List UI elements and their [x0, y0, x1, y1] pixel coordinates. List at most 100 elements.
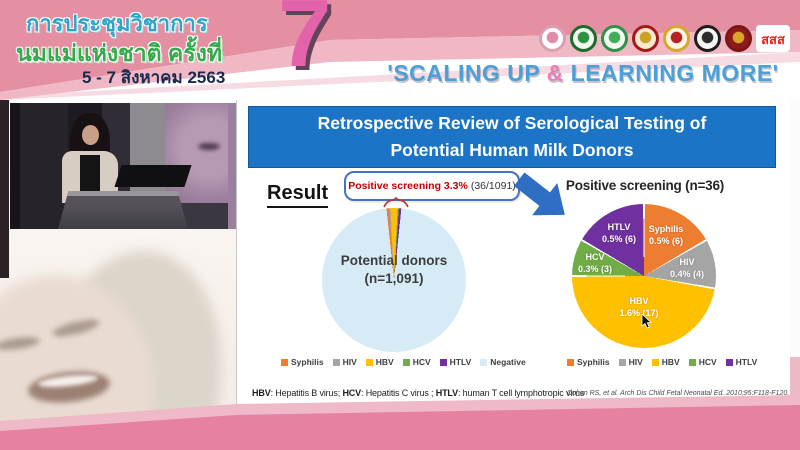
conference-title-line1: การประชุมวิชาการ	[26, 11, 208, 36]
legend-label: Syphilis	[291, 357, 324, 367]
right-pie-legend: Syphilis HIV HBV HCV HTLV	[567, 357, 757, 367]
transition-arrow-icon	[513, 172, 565, 216]
edition-number: 7	[278, 0, 332, 87]
legend-item: HIV	[618, 357, 643, 367]
left-pie-legend: Syphilis HIV HBV HCV HTLV Negative	[281, 357, 526, 367]
organizer-logo-icon	[725, 25, 752, 52]
footnote-text: : human T cell lymphotropic virus	[457, 388, 585, 398]
legend-label: HBV	[375, 357, 394, 367]
abbreviation-footnote: HBV: Hepatitis B virus; HCV: Hepatitis C…	[252, 388, 584, 398]
legend-swatch	[281, 358, 288, 366]
callout-pointer-bracket	[383, 197, 409, 208]
slice-label-syphilis: Syphilis 0.5% (6)	[634, 224, 698, 247]
callout-highlight: Positive screening 3.3%	[348, 180, 468, 192]
organizer-logo-icon	[570, 25, 597, 52]
legend-item: Negative	[480, 357, 526, 367]
footnote-text: : Hepatitis B virus;	[270, 388, 343, 398]
podium	[58, 191, 188, 229]
speaker-face	[82, 125, 99, 145]
organizer-logo-icon	[601, 25, 628, 52]
footnote-abbr: HTLV	[435, 388, 458, 398]
legend-item: HCV	[402, 357, 431, 367]
organizer-logo-icon	[632, 25, 659, 52]
legend-item: Syphilis	[567, 357, 610, 367]
conference-header-banner: การประชุมวิชาการ นมแม่แห่งชาติ ครั้งที่ …	[0, 0, 800, 100]
mouse-cursor-icon	[641, 314, 652, 329]
conference-slogan: 'SCALING UP & LEARNING MORE'	[368, 60, 798, 87]
speaker-video-feed	[10, 103, 228, 229]
legend-swatch	[725, 358, 733, 366]
slice-value-text: 1.6% (17)	[619, 307, 659, 318]
slogan-ampersand: &	[546, 60, 564, 86]
positive-screening-callout: Positive screening 3.3% (36/1091)	[344, 171, 520, 201]
left-pie-label-line2: (n=1,091)	[364, 271, 424, 287]
legend-swatch	[480, 358, 488, 366]
legend-item: HIV	[332, 357, 357, 367]
slice-label-htlv: HTLV 0.5% (6)	[587, 222, 651, 245]
slice-label-text: HBV	[629, 296, 649, 306]
slice-label-hcv: HCV 0.3% (3)	[563, 252, 627, 275]
header-background	[0, 0, 800, 100]
conference-date: 5 - 7 สิงหาคม 2563	[82, 68, 226, 87]
slice-label-text: HIV	[679, 257, 695, 267]
legend-swatch	[618, 358, 626, 366]
slogan-right: LEARNING MORE'	[563, 60, 779, 86]
slogan-left: 'SCALING UP	[387, 60, 547, 86]
legend-swatch	[365, 358, 373, 366]
footnote-abbr: HBV	[252, 388, 271, 398]
screen-baby-detail	[198, 143, 220, 150]
potential-donors-pie-chart	[322, 208, 466, 352]
legend-swatch	[402, 358, 410, 366]
slice-label-text: HCV	[585, 252, 605, 262]
footnote-text: : Hepatitis C virus ;	[361, 388, 436, 398]
legend-label: HTLV	[449, 357, 472, 367]
laptop	[114, 165, 192, 187]
footnote-abbr: HCV	[342, 388, 361, 398]
legend-item: HTLV	[439, 357, 472, 367]
legend-label: HIV	[342, 357, 357, 367]
slice-value-text: 0.5% (6)	[601, 233, 636, 244]
legend-label: HBV	[661, 357, 680, 367]
slice-value-text: 0.5% (6)	[648, 235, 683, 246]
legend-swatch	[439, 358, 447, 366]
legend-label: Negative	[490, 357, 526, 367]
legend-swatch	[332, 358, 340, 366]
legend-item: HBV	[651, 357, 680, 367]
legend-item: HBV	[365, 357, 394, 367]
background-baby-photo	[0, 100, 236, 450]
legend-label: HTLV	[735, 357, 758, 367]
slice-label-text: HTLV	[607, 222, 631, 232]
left-pie-label-line1: Potential donors	[340, 253, 448, 268]
slice-value-text: 0.3% (3)	[577, 263, 612, 274]
legend-swatch	[651, 358, 659, 366]
legend-swatch	[688, 358, 696, 366]
stage-dark-edge	[0, 100, 9, 278]
slice-label-hbv: HBV 1.6% (17)	[607, 296, 671, 319]
legend-label: Syphilis	[577, 357, 610, 367]
organizer-logo-icon	[539, 25, 566, 52]
presentation-slide: Retrospective Review of Serological Test…	[236, 100, 791, 420]
reference-citation: Cohen RS, et al. Arch Dis Child Fetal Ne…	[567, 390, 790, 397]
organizer-logo-row: สสส	[539, 25, 790, 52]
legend-item: Syphilis	[281, 357, 324, 367]
legend-item: HTLV	[725, 357, 758, 367]
legend-label: HCV	[698, 357, 717, 367]
organizer-logo-icon	[694, 25, 721, 52]
bottom-pink-band	[0, 395, 800, 450]
legend-label: HIV	[628, 357, 643, 367]
photo-edge-sliver	[228, 103, 236, 229]
legend-item: HCV	[688, 357, 717, 367]
slice-label-text: Syphilis	[648, 224, 684, 234]
projection-screen	[165, 103, 228, 203]
slice-value-text: 0.4% (4)	[669, 268, 704, 279]
right-pie-title: Positive screening (n=36)	[565, 178, 725, 193]
left-pie-center-label: Potential donors (n=1,091)	[322, 252, 466, 288]
legend-swatch	[567, 358, 574, 366]
slide-title: Retrospective Review of Serological Test…	[248, 106, 776, 168]
legend-label: HCV	[412, 357, 431, 367]
conference-title-line2: นมแม่แห่งชาติ ครั้งที่	[16, 40, 223, 66]
sss-logo: สสส	[756, 25, 790, 52]
callout-detail: (36/1091)	[470, 180, 516, 192]
result-heading: Result	[267, 182, 329, 208]
